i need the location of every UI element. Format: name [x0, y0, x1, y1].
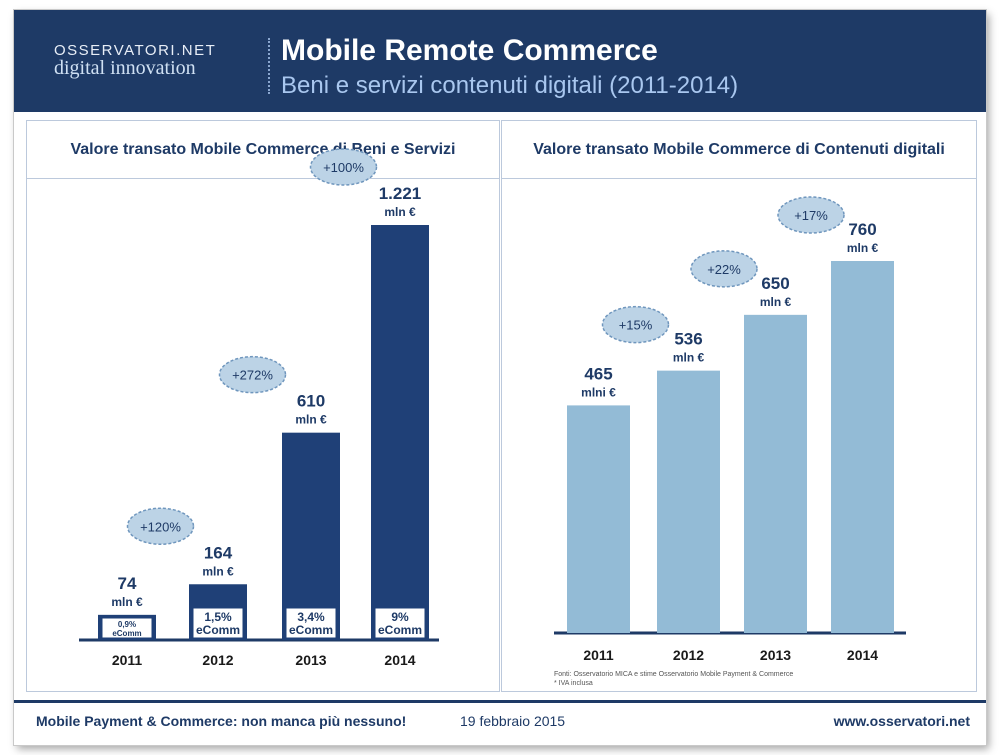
chart1-growth-bubble-1 [601, 305, 670, 344]
chart1-value-label-2011: 465 [584, 364, 612, 383]
chart0-unit-label-2014: mln € [384, 205, 416, 219]
chart0-value-label-2012: 164 [204, 543, 233, 562]
source-note: Fonti: Osservatorio MICA e stime Osserva… [554, 670, 793, 688]
logo-tagline: digital innovation [54, 57, 196, 79]
chart0-value-label-2013: 610 [297, 392, 325, 411]
chart0-growth-bubble-1 [126, 507, 195, 546]
header-divider [268, 38, 270, 94]
osservatori-logo: OSSERVATORI.NET digital innovation [54, 42, 216, 80]
chart0-value-label-2014: 1.221 [379, 184, 422, 203]
chart1-tick-label-2011: 2011 [583, 647, 614, 663]
page-title: Mobile Remote Commerce [281, 34, 658, 67]
chart0-unit-label-2013: mln € [295, 413, 327, 427]
chart1-tick-label-2012: 2012 [673, 647, 704, 663]
header-bar: OSSERVATORI.NET digital innovation Mobil… [14, 10, 986, 112]
chart1-bar-2014 [831, 261, 894, 633]
chart0-tick-label-2014: 2014 [384, 652, 415, 668]
footer-divider [14, 700, 986, 703]
chart0-ecomm-label-2012: eComm [196, 623, 240, 637]
chart0-value-label-2011: 74 [118, 574, 137, 593]
slide: OSSERVATORI.NET digital innovation Mobil… [14, 10, 986, 745]
chart0-ecomm-share-2014: 9% [391, 610, 409, 624]
page-subtitle: Beni e servizi contenuti digitali (2011-… [281, 72, 739, 99]
chart0-unit-label-2012: mln € [202, 564, 234, 578]
chart1-growth-label-2: +22% [707, 262, 741, 277]
chart1-bar-2012 [657, 370, 720, 633]
chart1-bar-2011 [567, 405, 630, 633]
chart0-bar-2014 [371, 225, 429, 640]
chart0-ecomm-share-2011: 0,9% [118, 620, 136, 629]
chart1-bar-2013 [744, 314, 807, 633]
chart1-unit-label-2014: mln € [847, 241, 879, 255]
chart1-tick-label-2014: 2014 [847, 647, 878, 663]
footer-tagline: Mobile Payment & Commerce: non manca più… [36, 713, 407, 729]
chart0-ecomm-box-2011 [101, 617, 153, 639]
chart1-value-label-2012: 536 [674, 330, 702, 349]
chart0-ecomm-label-2013: eComm [289, 623, 333, 637]
chart0-growth-bubble-3 [309, 148, 378, 186]
chart0-ecomm-label-2014: eComm [378, 623, 422, 637]
chart1-growth-label-3: +17% [794, 208, 828, 223]
chart1-unit-label-2013: mln € [760, 295, 792, 309]
chart0-growth-label-2: +272% [232, 368, 273, 383]
source-line-2: * IVA inclusa [554, 680, 593, 687]
chart0-ecomm-box-2013 [285, 607, 337, 639]
chart1-tick-label-2013: 2013 [760, 647, 791, 663]
chart1-value-label-2013: 650 [761, 274, 789, 293]
chart0-growth-label-3: +100% [323, 160, 364, 175]
chart0-unit-label-2011: mln € [111, 595, 143, 609]
logo-wordmark: OSSERVATORI.NET [54, 42, 217, 59]
chart1-value-label-2014: 760 [848, 220, 876, 239]
chart0-ecomm-box-2012 [192, 607, 244, 639]
chart0-growth-bubble-2 [218, 355, 287, 394]
chart0-ecomm-share-2013: 3,4% [297, 610, 325, 624]
source-line-1: Fonti: Osservatorio MICA e stime Osserva… [554, 671, 794, 678]
chart0-bar-2013 [282, 432, 340, 640]
chart1-unit-label-2011: mlni € [581, 385, 616, 399]
chart0-tick-label-2012: 2012 [202, 652, 233, 668]
footer-url[interactable]: www.osservatori.net [833, 713, 970, 729]
chart1-growth-bubble-3 [777, 196, 845, 234]
chart0-tick-label-2011: 2011 [112, 652, 143, 668]
chart1-growth-bubble-2 [690, 250, 758, 288]
chart1-unit-label-2012: mln € [673, 351, 705, 365]
chart1-growth-label-1: +15% [619, 318, 653, 333]
chart0-ecomm-share-2012: 1,5% [204, 610, 232, 624]
chart0-ecomm-box-2014 [374, 607, 426, 639]
chart0-ecomm-label-2011: eComm [112, 629, 141, 638]
chart0-growth-label-1: +120% [140, 519, 181, 534]
right-chart-title: Valore transato Mobile Commerce di Conte… [502, 121, 976, 179]
chart0-tick-label-2013: 2013 [295, 652, 326, 668]
footer-date: 19 febbraio 2015 [460, 713, 566, 729]
